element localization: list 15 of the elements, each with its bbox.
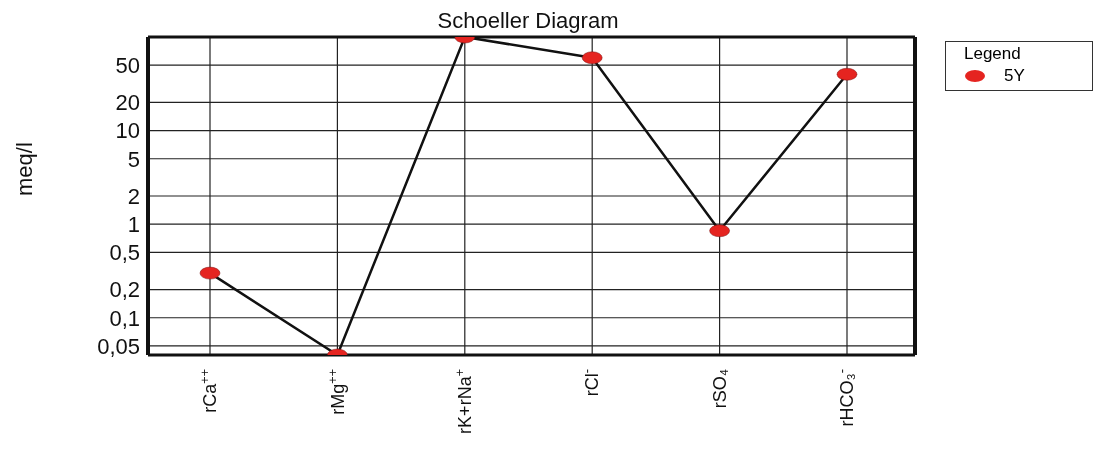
chart-title: Schoeller Diagram <box>436 8 620 34</box>
y-tick-label: 10 <box>115 118 140 144</box>
y-tick-label: 0,5 <box>109 240 140 266</box>
y-tick-label: 0,2 <box>109 277 140 303</box>
y-tick-label: 0,05 <box>97 333 140 359</box>
y-tick-label: 50 <box>115 52 140 78</box>
y-tick-label: 1 <box>127 211 140 237</box>
legend-label: 5Y <box>1004 66 1025 86</box>
x-tick-label: rSO₄ <box>709 369 730 409</box>
y-tick-label: 5 <box>127 146 140 172</box>
y-tick-label: 20 <box>115 90 140 116</box>
y-tick-label: 0,1 <box>109 305 140 331</box>
y-axis-title: meq/l <box>11 142 37 196</box>
legend-title: Legend <box>964 44 1022 64</box>
y-tick-label: 2 <box>127 183 140 209</box>
